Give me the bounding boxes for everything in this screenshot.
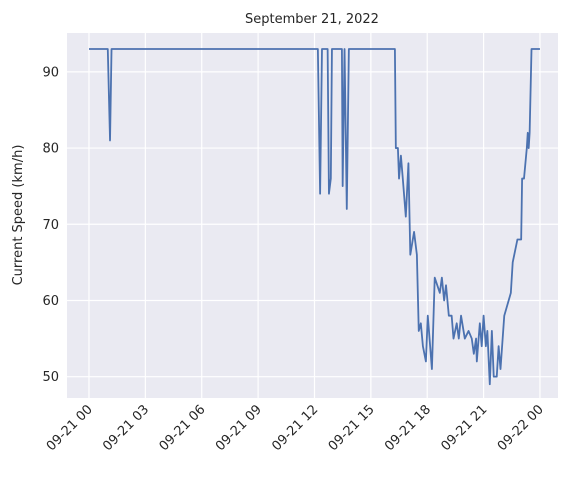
plot-area (67, 33, 558, 398)
x-tick-label: 09-21 21 (438, 402, 490, 454)
x-tick-label: 09-21 18 (382, 402, 434, 454)
y-tick-label: 80 (42, 142, 59, 157)
data-line (88, 48, 540, 386)
y-tick-label: 90 (42, 65, 59, 80)
y-tick-label: 50 (42, 370, 59, 385)
chart-title: September 21, 2022 (245, 12, 379, 27)
x-tick-label: 09-21 03 (100, 402, 152, 454)
y-tick-label: 60 (42, 294, 59, 309)
x-tick-label: 09-22 00 (495, 402, 547, 454)
y-axis-label: Current Speed (km/h) (11, 145, 26, 286)
x-tick-label: 09-21 06 (157, 402, 209, 454)
x-tick-label: 09-21 12 (269, 402, 321, 454)
x-tick-label: 09-21 00 (44, 402, 96, 454)
x-tick-label: 09-21 09 (213, 402, 265, 454)
y-tick-label: 70 (42, 218, 59, 233)
x-tick-label: 09-21 15 (326, 402, 378, 454)
